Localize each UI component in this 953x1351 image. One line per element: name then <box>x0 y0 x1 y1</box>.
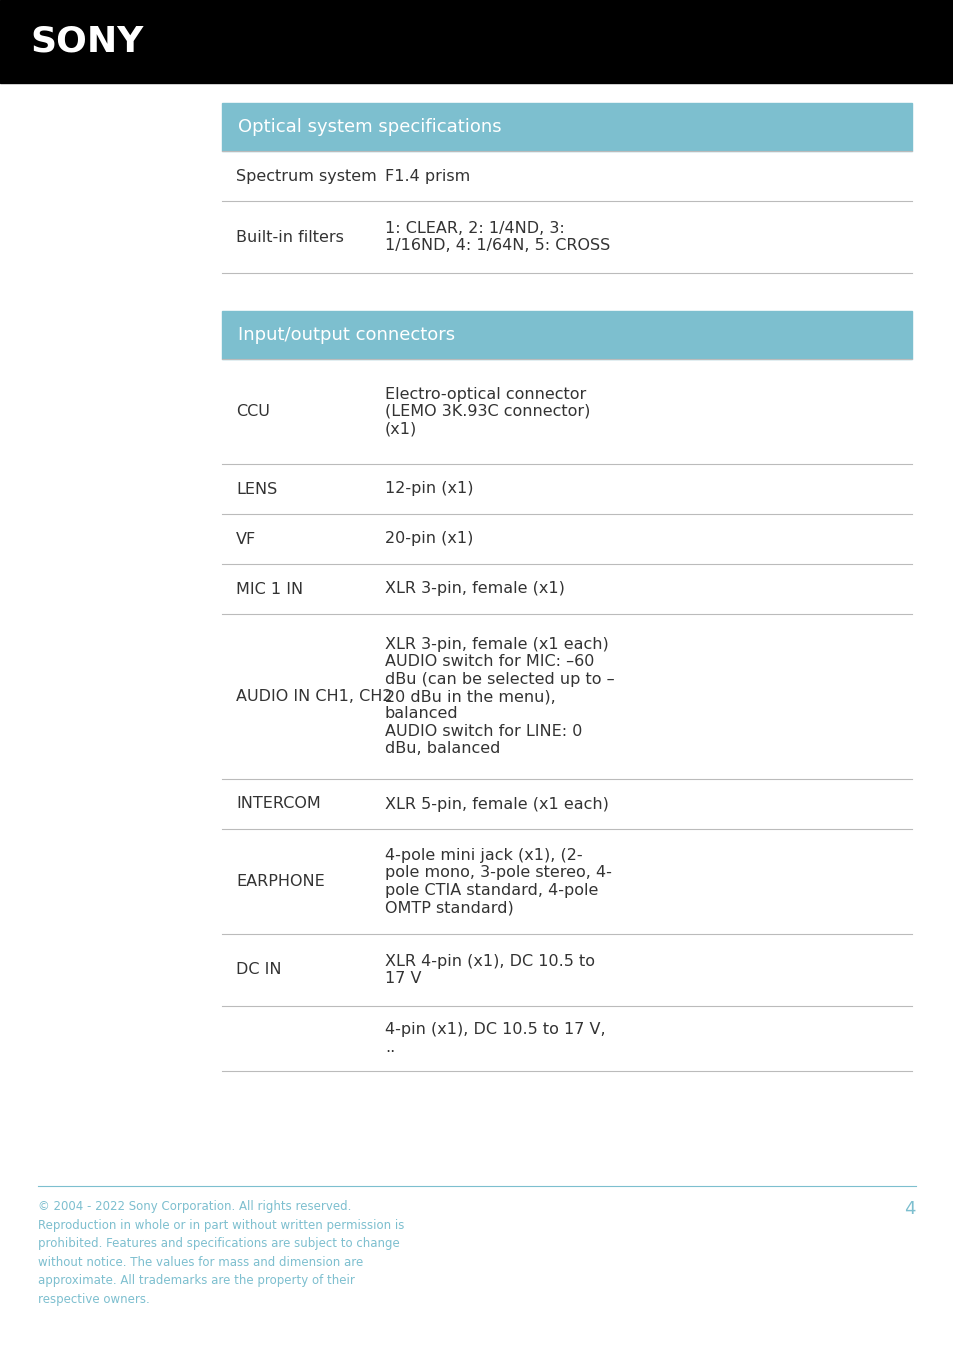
Text: XLR 4-pin (x1), DC 10.5 to
17 V: XLR 4-pin (x1), DC 10.5 to 17 V <box>385 954 595 986</box>
Text: 4-pin (x1), DC 10.5 to 17 V,
..: 4-pin (x1), DC 10.5 to 17 V, .. <box>385 1023 605 1055</box>
Text: Built-in filters: Built-in filters <box>235 230 343 245</box>
Text: AUDIO IN CH1, CH2: AUDIO IN CH1, CH2 <box>235 689 392 704</box>
Text: XLR 3-pin, female (x1): XLR 3-pin, female (x1) <box>385 581 564 597</box>
Text: LENS: LENS <box>235 481 277 497</box>
Text: © 2004 - 2022 Sony Corporation. All rights reserved.
Reproduction in whole or in: © 2004 - 2022 Sony Corporation. All righ… <box>38 1200 404 1305</box>
Text: EARPHONE: EARPHONE <box>235 874 324 889</box>
Bar <box>222 103 911 151</box>
Text: XLR 3-pin, female (x1 each)
AUDIO switch for MIC: –60
dBu (can be selected up to: XLR 3-pin, female (x1 each) AUDIO switch… <box>385 636 614 757</box>
Text: 20-pin (x1): 20-pin (x1) <box>385 531 473 547</box>
Text: MIC 1 IN: MIC 1 IN <box>235 581 303 597</box>
Text: 12-pin (x1): 12-pin (x1) <box>385 481 473 497</box>
Text: F1.4 prism: F1.4 prism <box>385 169 470 184</box>
Text: Input/output connectors: Input/output connectors <box>237 326 455 345</box>
Text: DC IN: DC IN <box>235 962 281 978</box>
Text: 4-pole mini jack (x1), (2-
pole mono, 3-pole stereo, 4-
pole CTIA standard, 4-po: 4-pole mini jack (x1), (2- pole mono, 3-… <box>385 848 611 915</box>
Text: Spectrum system: Spectrum system <box>235 169 376 184</box>
Text: 1: CLEAR, 2: 1/4ND, 3:
1/16ND, 4: 1/64N, 5: CROSS: 1: CLEAR, 2: 1/4ND, 3: 1/16ND, 4: 1/64N,… <box>385 220 610 253</box>
Text: SONY: SONY <box>30 24 143 58</box>
Text: Electro-optical connector
(LEMO 3K.93C connector)
(x1): Electro-optical connector (LEMO 3K.93C c… <box>385 386 590 436</box>
Text: VF: VF <box>235 531 256 547</box>
Text: 4: 4 <box>903 1200 915 1219</box>
Bar <box>222 311 911 359</box>
Text: INTERCOM: INTERCOM <box>235 797 320 812</box>
Text: Optical system specifications: Optical system specifications <box>237 118 501 136</box>
Bar <box>0 0 953 82</box>
Text: CCU: CCU <box>235 404 270 419</box>
Text: XLR 5-pin, female (x1 each): XLR 5-pin, female (x1 each) <box>385 797 608 812</box>
